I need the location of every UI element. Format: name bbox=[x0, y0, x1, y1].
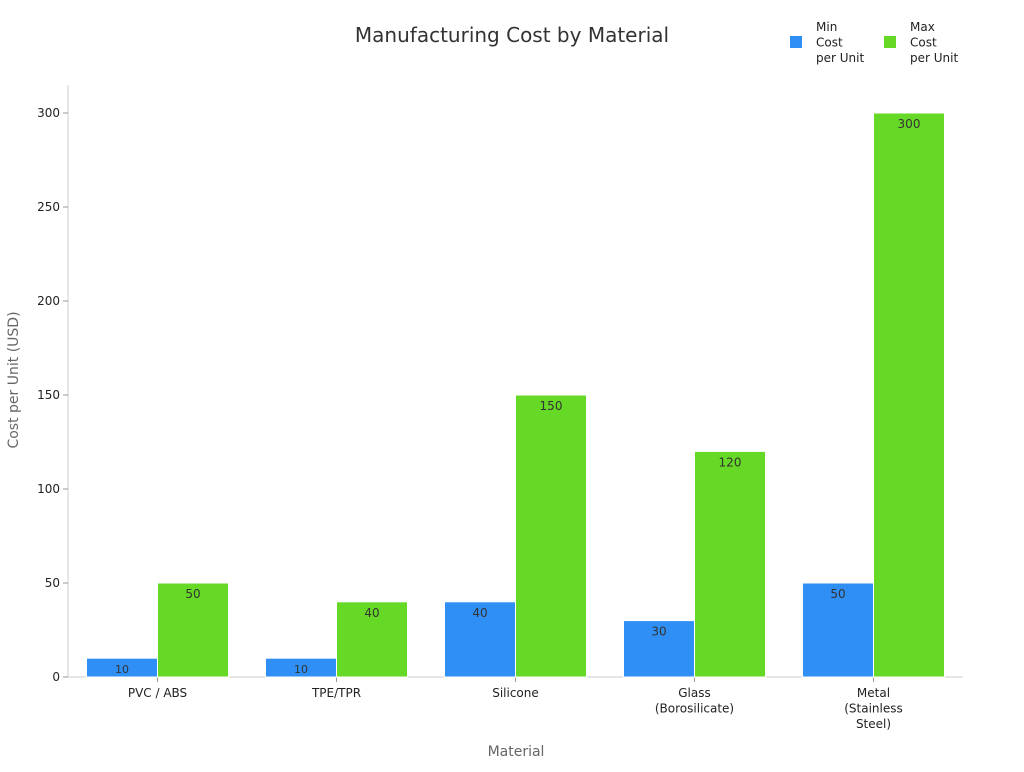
y-tick-label: 300 bbox=[37, 106, 60, 120]
x-axis-label: Material bbox=[488, 744, 545, 760]
data-label: 50 bbox=[185, 587, 200, 601]
bar bbox=[515, 394, 587, 678]
bar bbox=[157, 582, 229, 678]
data-label: 10 bbox=[115, 663, 129, 676]
x-tick-label: PVC / ABS bbox=[128, 686, 187, 700]
legend-label: Min Cost per Unit bbox=[816, 20, 864, 65]
data-label: 50 bbox=[830, 587, 845, 601]
y-tick-label: 150 bbox=[37, 388, 60, 402]
legend-swatch bbox=[884, 36, 896, 48]
bar bbox=[873, 112, 945, 678]
x-tick-label: Glass (Borosilicate) bbox=[655, 686, 734, 716]
data-label: 10 bbox=[294, 663, 308, 676]
y-tick-label: 200 bbox=[37, 294, 60, 308]
y-tick-label: 0 bbox=[52, 670, 60, 684]
data-label: 40 bbox=[364, 606, 379, 620]
data-label: 300 bbox=[898, 117, 921, 131]
data-label: 150 bbox=[540, 399, 563, 413]
bar bbox=[444, 601, 516, 678]
y-tick-label: 50 bbox=[45, 576, 60, 590]
y-tick-label: 250 bbox=[37, 200, 60, 214]
data-label: 120 bbox=[719, 455, 742, 469]
bar bbox=[336, 601, 408, 678]
x-tick-label: Metal (Stainless Steel) bbox=[844, 686, 903, 731]
bar bbox=[623, 620, 695, 678]
legend-label: Max Cost per Unit bbox=[910, 20, 958, 65]
y-axis-label: Cost per Unit (USD) bbox=[6, 311, 22, 448]
bar bbox=[694, 450, 766, 678]
data-label: 30 bbox=[651, 625, 666, 639]
chart-title: Manufacturing Cost by Material bbox=[355, 23, 669, 47]
data-label: 40 bbox=[472, 606, 487, 620]
x-tick-label: Silicone bbox=[492, 686, 539, 700]
legend-swatch bbox=[790, 36, 802, 48]
legend: Min Cost per Unit Max Cost per Unit bbox=[790, 20, 958, 65]
x-tick-label: TPE/TPR bbox=[311, 686, 361, 700]
y-tick-label: 100 bbox=[37, 482, 60, 496]
